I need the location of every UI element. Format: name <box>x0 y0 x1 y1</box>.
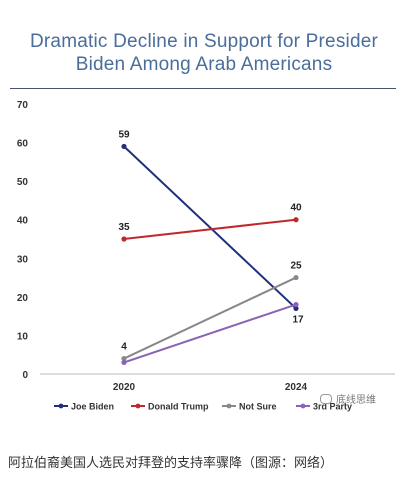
data-point <box>293 305 299 312</box>
data-point <box>121 359 127 366</box>
legend-marker <box>226 403 232 409</box>
wechat-icon <box>320 393 332 404</box>
line-chart: 0 10 20 30 40 50 60 70 2020 2024 59 17 35 40 4 25 Joe Bi… <box>17 100 395 412</box>
data-label: 17 <box>292 314 304 325</box>
legend-label: Not Sure <box>239 402 277 412</box>
legend-marker <box>300 403 306 409</box>
y-tick-label: 60 <box>17 139 29 150</box>
y-tick-label: 0 <box>22 370 28 381</box>
data-point <box>121 143 127 150</box>
data-label: 35 <box>118 222 130 233</box>
y-tick-label: 50 <box>17 177 29 188</box>
data-point <box>121 236 127 242</box>
series-line-3rd-party <box>123 303 297 364</box>
chart-title: Dramatic Decline in Support for Presider… <box>0 30 408 76</box>
data-label: 25 <box>290 261 302 272</box>
data-label: 4 <box>121 342 127 353</box>
x-tick-label: 2024 <box>285 382 308 393</box>
x-tick-label: 2020 <box>113 382 136 393</box>
data-label: 40 <box>290 203 302 214</box>
legend-label: Donald Trump <box>148 402 209 412</box>
data-label: 59 <box>118 129 130 140</box>
data-point <box>293 217 299 223</box>
data-point <box>293 301 299 308</box>
series-line-not-sure <box>123 276 297 360</box>
watermark: 底线思维 <box>320 391 376 406</box>
legend-label: Joe Biden <box>71 402 114 412</box>
y-tick-label: 20 <box>17 293 29 304</box>
title-divider <box>10 88 396 89</box>
chart-title-line-2: Biden Among Arab Americans <box>75 54 333 75</box>
data-point <box>121 355 127 362</box>
series-line-joe-biden <box>123 145 297 310</box>
image-caption: 阿拉伯裔美国人选民对拜登的支持率骤降（图源：网络） <box>8 456 334 471</box>
y-tick-label: 10 <box>17 331 29 342</box>
data-point <box>293 274 299 281</box>
chart-title-line-1: Dramatic Decline in Support for Presider <box>29 31 379 52</box>
series-line-donald-trump <box>123 218 297 240</box>
y-tick-label: 40 <box>17 216 29 227</box>
y-tick-label: 70 <box>17 100 29 111</box>
watermark-text: 底线思维 <box>336 395 376 406</box>
y-tick-label: 30 <box>17 254 29 265</box>
legend-marker <box>135 403 141 409</box>
legend-marker <box>58 403 64 409</box>
legend-label: 3rd Party <box>313 402 352 412</box>
